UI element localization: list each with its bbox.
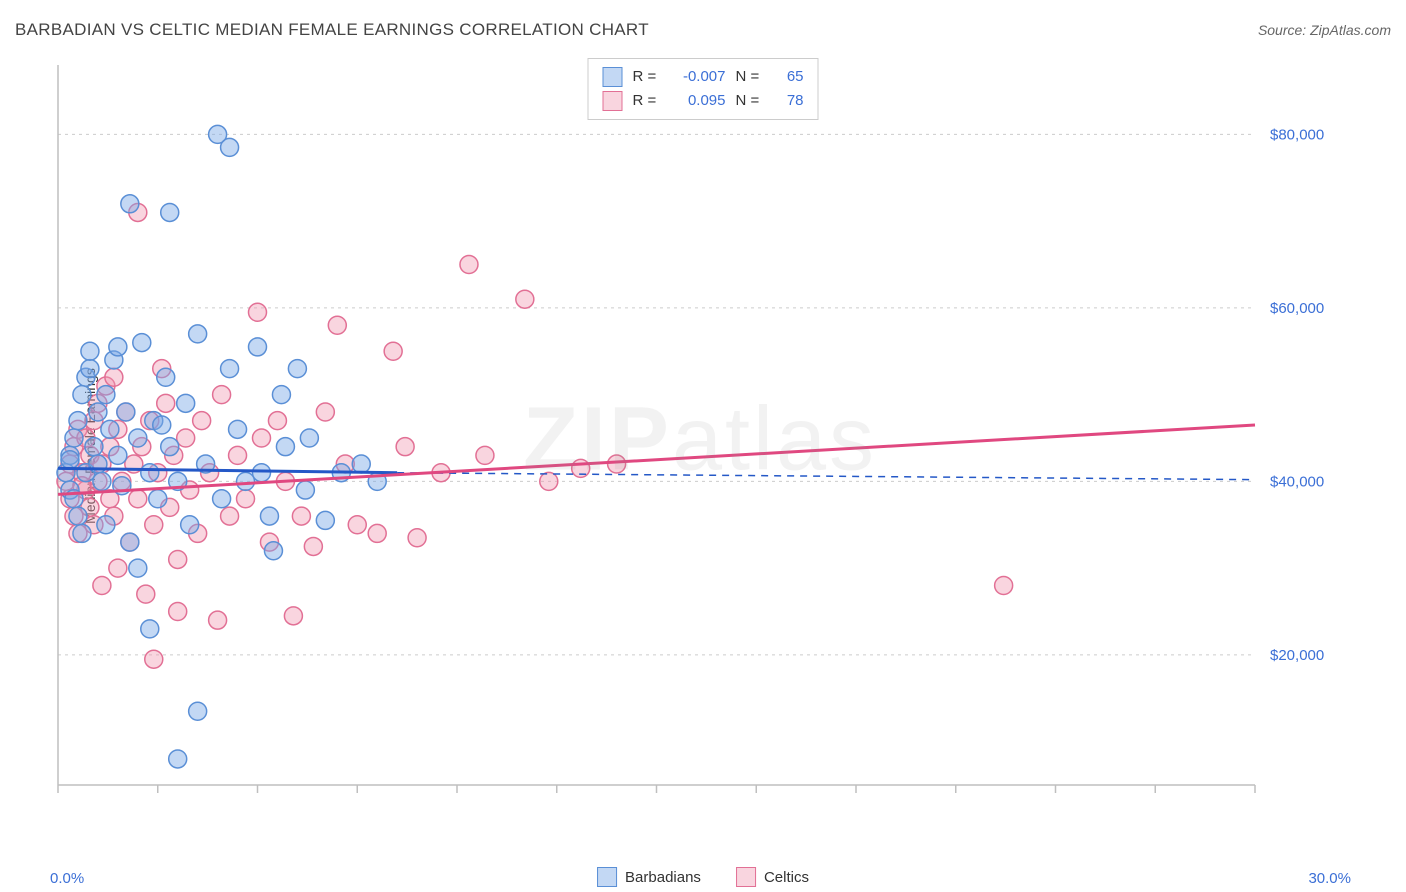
stat-label-r: R = — [633, 89, 661, 113]
stat-label-n: N = — [736, 65, 764, 89]
legend-item-barbadians: Barbadians — [597, 867, 701, 887]
svg-text:$40,000: $40,000 — [1270, 473, 1324, 490]
stat-r-barbadians: -0.007 — [671, 65, 726, 89]
stat-r-celtics: 0.095 — [671, 89, 726, 113]
stat-n-barbadians: 65 — [774, 65, 804, 89]
legend-swatch-celtics — [736, 867, 756, 887]
x-axis-min: 0.0% — [50, 870, 84, 887]
series-legend: Barbadians Celtics — [597, 867, 809, 887]
svg-text:$20,000: $20,000 — [1270, 647, 1324, 664]
stat-label-n: N = — [736, 89, 764, 113]
legend-label-celtics: Celtics — [764, 869, 809, 886]
stats-row-barbadians: R = -0.007 N = 65 — [603, 65, 804, 89]
chart-svg: $20,000 $40,000 $60,000 $80,000 — [50, 55, 1350, 825]
x-axis-max: 30.0% — [1308, 870, 1351, 887]
svg-text:$60,000: $60,000 — [1270, 300, 1324, 317]
legend-swatch-barbadians — [603, 67, 623, 87]
stats-legend: R = -0.007 N = 65 R = 0.095 N = 78 — [588, 58, 819, 120]
legend-label-barbadians: Barbadians — [625, 869, 701, 886]
legend-swatch-barbadians — [597, 867, 617, 887]
chart-area: $20,000$40,000$60,000$80,000 ZIPatlas — [50, 55, 1350, 825]
svg-text:$80,000: $80,000 — [1270, 126, 1324, 143]
legend-swatch-celtics — [603, 91, 623, 111]
stat-n-celtics: 78 — [774, 89, 804, 113]
chart-title: BARBADIAN VS CELTIC MEDIAN FEMALE EARNIN… — [15, 20, 649, 40]
stats-row-celtics: R = 0.095 N = 78 — [603, 89, 804, 113]
stat-label-r: R = — [633, 65, 661, 89]
source-label: Source: ZipAtlas.com — [1258, 22, 1391, 38]
legend-item-celtics: Celtics — [736, 867, 809, 887]
